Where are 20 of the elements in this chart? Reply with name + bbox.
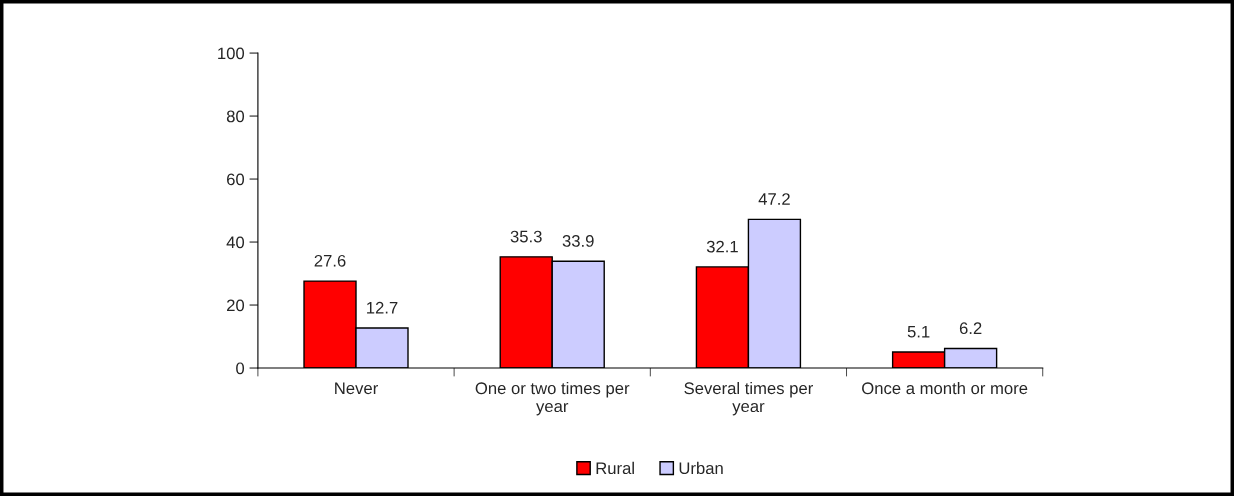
data-label: 12.7: [367, 301, 398, 314]
y-tick-label: 60: [227, 173, 245, 186]
y-tick-label: 80: [226, 110, 245, 123]
data-label: 27.6: [314, 254, 346, 267]
data-label: 33.9: [562, 235, 594, 247]
data-label: 47.2: [758, 193, 790, 205]
data-label: 35.3: [510, 230, 542, 243]
y-tick-label: 0: [236, 362, 245, 375]
data-label: 32.1: [706, 240, 738, 253]
data-label: 5.1: [907, 325, 930, 338]
y-tick-label: 100: [218, 47, 245, 60]
legend-label: Urban: [679, 461, 723, 475]
x-tick-label: One or two times per year: [475, 381, 630, 416]
y-tick-label: 20: [227, 299, 245, 312]
legend-label: Rural: [596, 461, 634, 475]
x-tick-label: Never: [335, 382, 378, 395]
x-tick-label: Several times per year: [684, 381, 813, 416]
x-tick-label: Once a month or more: [862, 381, 1028, 395]
y-tick-label: 40: [226, 236, 245, 249]
data-label: 6.2: [959, 322, 982, 335]
